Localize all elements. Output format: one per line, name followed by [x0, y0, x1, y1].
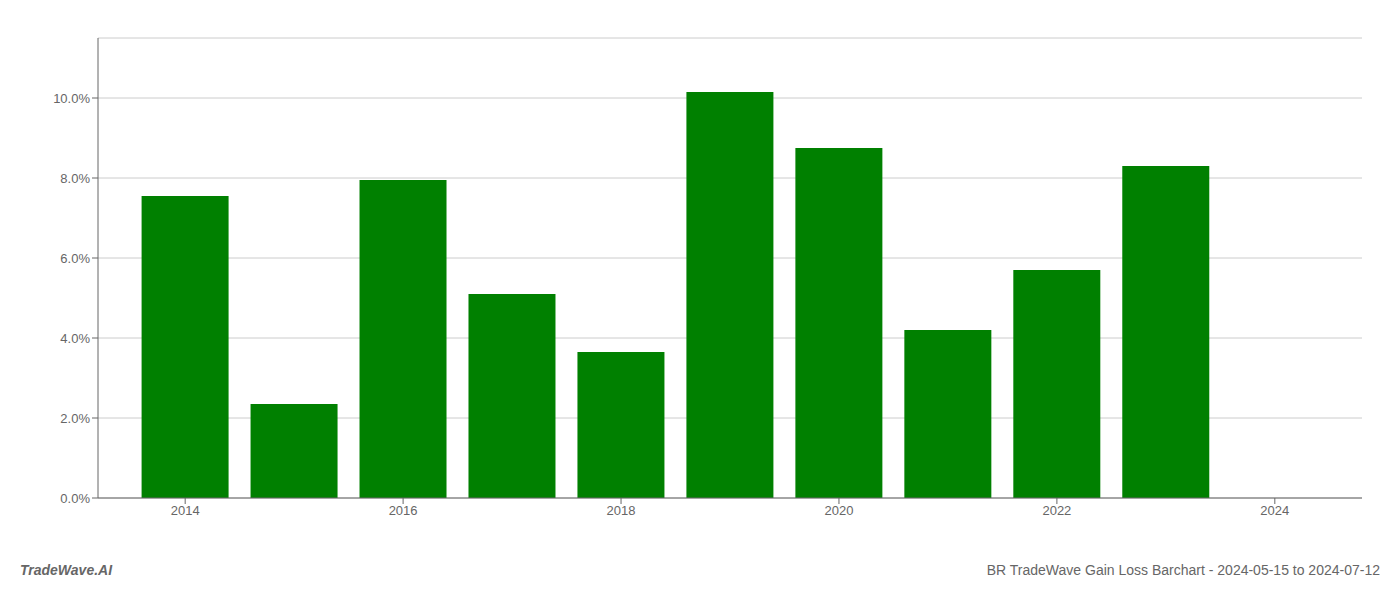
svg-text:2024: 2024	[1260, 503, 1289, 518]
svg-text:6.0%: 6.0%	[60, 251, 90, 266]
html-text:TradeWave.AI: TradeWave.AI	[20, 562, 113, 578]
svg-text:4.0%: 4.0%	[60, 331, 90, 346]
html-text:BR TradeWave Gain Loss Barchar: BR TradeWave Gain Loss Barchart - 2024-0…	[986, 562, 1380, 578]
svg-text:2020: 2020	[825, 503, 854, 518]
svg-text:8.0%: 8.0%	[60, 171, 90, 186]
svg-text:2.0%: 2.0%	[60, 411, 90, 426]
svg-text:2014: 2014	[171, 503, 200, 518]
svg-text:2022: 2022	[1042, 503, 1071, 518]
svg-text:10.0%: 10.0%	[53, 91, 90, 106]
svg-text:2016: 2016	[389, 503, 418, 518]
svg-text:2018: 2018	[607, 503, 636, 518]
svg-text:0.0%: 0.0%	[60, 491, 90, 506]
